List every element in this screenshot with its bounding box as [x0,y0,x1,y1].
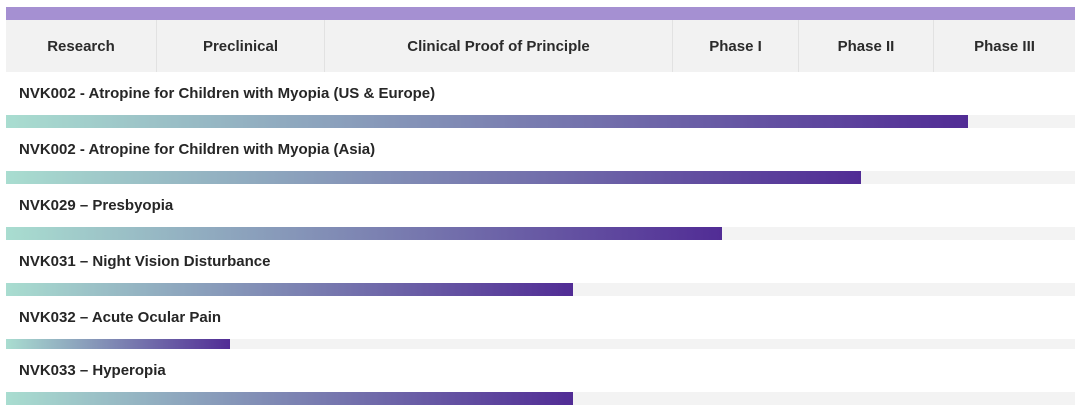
progress-track [6,339,1075,352]
progress-bar [6,227,722,240]
progress-bar [6,115,968,128]
progress-track [6,171,1075,184]
program-label: NVK032 – Acute Ocular Pain [19,309,222,326]
program-row: NVK032 – Acute Ocular Pain [6,296,1075,352]
stage-phase-3: Phase III [974,37,1035,55]
progress-track [6,392,1075,405]
stage-phase-2: Phase II [799,20,934,72]
stage-research: Research [6,20,157,72]
progress-bar [6,171,861,184]
program-row: NVK033 – Hyperopia [6,349,1075,405]
progress-bar [6,339,230,352]
progress-track [6,227,1075,240]
program-row: NVK002 - Atropine for Children with Myop… [6,128,1075,184]
top-accent-bar [6,7,1075,20]
stage-header: Research Preclinical Clinical Proof of P… [6,20,1075,72]
stage-phase-1: Phase I [673,20,799,72]
stage-preclinical: Preclinical [157,20,325,72]
program-row: NVK031 – Night Vision Disturbance [6,240,1075,296]
program-label: NVK002 - Atropine for Children with Myop… [19,85,436,102]
program-label: NVK031 – Night Vision Disturbance [19,253,271,270]
program-label: NVK033 – Hyperopia [19,362,166,379]
program-label: NVK002 - Atropine for Children with Myop… [19,141,376,158]
program-row: NVK002 - Atropine for Children with Myop… [6,72,1075,128]
progress-bar [6,283,573,296]
program-row: NVK029 – Presbyopia [6,184,1075,240]
progress-track [6,283,1075,296]
progress-bar [6,392,573,405]
progress-track [6,115,1075,128]
stage-clinical-proof: Clinical Proof of Principle [325,20,673,72]
program-label: NVK029 – Presbyopia [19,197,174,214]
pipeline-chart: Research Preclinical Clinical Proof of P… [6,7,1075,405]
